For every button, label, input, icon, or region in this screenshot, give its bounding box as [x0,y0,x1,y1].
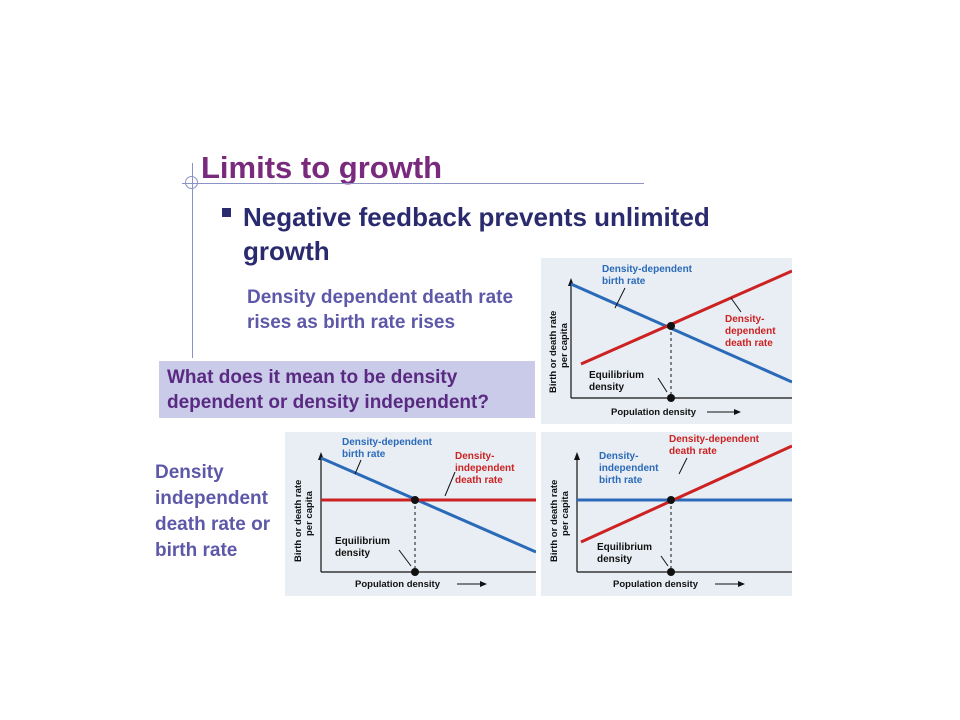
graph-1-svg: Birth or death rate per capita Populatio… [548,264,792,418]
equilibrium-axis-point [411,568,419,576]
graph-density-independent-birth: Birth or death rate per capita Populatio… [541,432,792,596]
slide-title: Limits to growth [201,150,443,185]
y-axis-label-line1: Birth or death rate [548,311,559,393]
y-axis-arrow [318,452,324,572]
x-axis-arrow-icon [707,409,741,415]
density-independent-caption: Density independent death rate or birth … [155,462,271,561]
red-label-line1: Density- [455,451,494,462]
blue-label-line3: birth rate [599,475,643,486]
x-axis-label: Population density [611,407,697,418]
blue-label-line1: Density-dependent [342,437,433,448]
graph-3-svg: Birth or death rate per capita Populatio… [549,434,792,590]
square-bullet-icon [222,208,231,217]
equilibrium-label-line1: Equilibrium [589,370,644,381]
question-text: What does it mean to be density dependen… [167,367,489,413]
y-axis-label-line2: per capita [560,490,571,536]
x-axis-label: Population density [613,579,699,590]
x-axis-arrow-icon [715,581,745,587]
bullet-text: Negative feedback prevents unlimited gro… [243,202,710,266]
red-label-line1: Density- [725,314,764,325]
equilibrium-label-line2: density [335,548,370,559]
equilibrium-label-line2: density [597,554,632,565]
equilibrium-axis-point [667,568,675,576]
y-axis-arrow [574,452,580,572]
blue-birth-rate-line [570,282,792,384]
vertical-rule [192,163,193,358]
y-axis-label-line2: per capita [559,322,570,368]
graph-density-independent-death: Birth or death rate per capita Populatio… [285,432,536,596]
blue-label-line2: birth rate [342,449,386,460]
blue-label-line2: birth rate [602,276,646,287]
red-death-rate-line [580,444,792,544]
red-label-line2: independent [455,463,515,474]
equilibrium-label-line1: Equilibrium [335,536,390,547]
equilibrium-point [411,496,419,504]
question-box: What does it mean to be density dependen… [159,361,535,418]
blue-label-line1: Density-dependent [602,264,693,275]
red-label-line3: death rate [455,475,503,486]
y-axis-label-line1: Birth or death rate [549,480,560,562]
red-label-line3: death rate [725,338,773,349]
y-axis-label-line1: Birth or death rate [293,480,304,562]
x-axis-arrow-icon [457,581,487,587]
red-label-line1: Density-dependent [669,434,760,445]
blue-label-line2: independent [599,463,659,474]
crosshair-ornament [185,176,198,189]
equilibrium-point [667,322,675,330]
graph-2-svg: Birth or death rate per capita Populatio… [293,437,536,590]
red-death-rate-line [580,269,792,366]
density-dependent-caption: Density dependent death rate rises as bi… [247,287,514,333]
red-label-line2: death rate [669,446,717,457]
equilibrium-label-line2: density [589,382,624,393]
equilibrium-label-line1: Equilibrium [597,542,652,553]
blue-label-line1: Density- [599,451,638,462]
equilibrium-point [667,496,675,504]
title-underline [182,183,644,184]
x-axis-label: Population density [355,579,441,590]
red-label-line2: dependent [725,326,776,337]
equilibrium-axis-point [667,394,675,402]
blue-birth-rate-line [320,456,536,554]
y-axis-label-line2: per capita [304,490,315,536]
graph-density-dependent-both: Birth or death rate per capita Populatio… [541,258,792,424]
